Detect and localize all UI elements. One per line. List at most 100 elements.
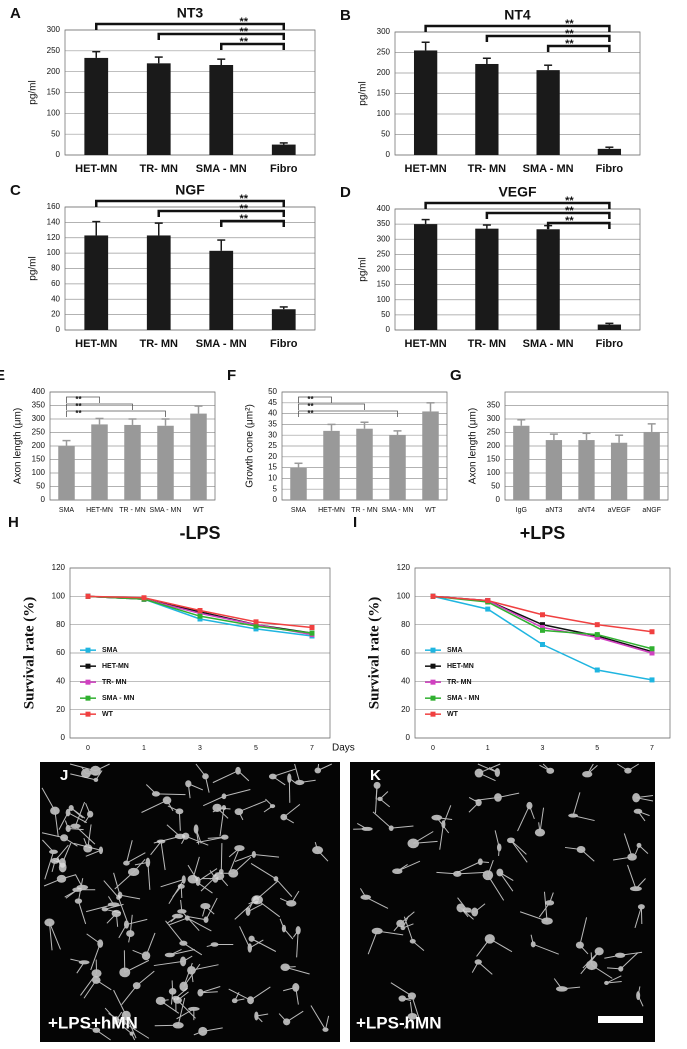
plot-frame bbox=[414, 567, 671, 739]
neurite bbox=[223, 789, 251, 797]
neurite bbox=[517, 805, 530, 832]
y-tick-label: 200 bbox=[377, 265, 391, 274]
neurite bbox=[228, 988, 251, 1001]
neurite bbox=[489, 938, 513, 953]
neurite bbox=[183, 942, 203, 956]
bar bbox=[157, 425, 174, 500]
neurite bbox=[177, 991, 189, 1001]
point bbox=[197, 608, 203, 613]
y-tick-label: 60 bbox=[401, 648, 410, 657]
bar bbox=[146, 63, 171, 156]
neurite bbox=[457, 871, 486, 875]
significance-bracket bbox=[95, 199, 285, 207]
neurite bbox=[606, 975, 622, 984]
point bbox=[649, 650, 655, 656]
y-axis-label: pg/ml bbox=[358, 81, 369, 105]
neurite bbox=[499, 872, 514, 892]
neurite bbox=[498, 847, 500, 856]
neurite bbox=[612, 856, 633, 861]
neurite bbox=[190, 970, 194, 983]
neurite bbox=[67, 812, 88, 824]
point bbox=[430, 593, 436, 599]
significance-label: ** bbox=[307, 402, 314, 411]
x-tick-label: TR- MN bbox=[140, 338, 179, 350]
neurite bbox=[104, 1007, 117, 1021]
cell bbox=[398, 995, 406, 1002]
neurite bbox=[131, 1033, 136, 1041]
neurite bbox=[192, 878, 213, 894]
panel-letter: F bbox=[227, 367, 236, 384]
neurite bbox=[232, 856, 252, 874]
chart-title: -LPS bbox=[179, 523, 220, 543]
x-tick-label: 7 bbox=[650, 745, 654, 752]
y-tick-label: 150 bbox=[32, 455, 46, 464]
bar bbox=[209, 65, 234, 155]
y-tick-label: 25 bbox=[268, 441, 277, 450]
y-tick-label: 350 bbox=[377, 219, 391, 228]
legend-label: SMA bbox=[102, 647, 118, 654]
neurite bbox=[627, 763, 639, 772]
neurite bbox=[180, 886, 183, 899]
y-tick-label: 15 bbox=[268, 463, 277, 472]
neurite bbox=[43, 878, 62, 887]
neurite bbox=[117, 897, 128, 922]
neurite bbox=[220, 843, 223, 872]
y-tick-label: 150 bbox=[377, 280, 391, 289]
point bbox=[197, 610, 203, 616]
bar bbox=[84, 57, 109, 155]
y-tick-label: 45 bbox=[268, 398, 277, 407]
neurite bbox=[141, 799, 168, 813]
neurite bbox=[123, 1026, 132, 1035]
x-tick-label: TR- MN bbox=[468, 338, 507, 350]
panel-letter: J bbox=[60, 767, 68, 784]
neurite bbox=[118, 924, 127, 939]
bar bbox=[84, 235, 109, 330]
y-tick-label: 50 bbox=[51, 129, 60, 138]
x-tick-label: HET-MN bbox=[405, 338, 447, 350]
neurite bbox=[176, 1008, 195, 1020]
legend-marker bbox=[85, 663, 91, 669]
neurite bbox=[372, 811, 392, 829]
neurite bbox=[457, 897, 468, 911]
y-tick-label: 0 bbox=[41, 495, 46, 504]
significance-bracket bbox=[485, 211, 611, 219]
significance-bracket bbox=[220, 42, 285, 50]
neurite bbox=[206, 944, 215, 948]
neurite bbox=[86, 933, 101, 945]
x-tick-label: WT bbox=[425, 507, 437, 514]
legend-label: SMA bbox=[447, 647, 463, 654]
neurite bbox=[310, 1005, 326, 1030]
neurite bbox=[48, 922, 61, 950]
y-tick-label: 20 bbox=[401, 705, 410, 714]
point bbox=[540, 625, 545, 630]
significance-label: ** bbox=[239, 213, 248, 225]
legend-label: TR- MN bbox=[447, 679, 472, 686]
neurite bbox=[367, 930, 378, 955]
neurite bbox=[145, 784, 157, 795]
y-tick-label: 300 bbox=[47, 25, 61, 34]
bar bbox=[190, 413, 207, 500]
panel-letter: B bbox=[340, 7, 351, 24]
neurite bbox=[136, 970, 155, 987]
x-tick-label: aNT4 bbox=[578, 507, 595, 514]
neurite bbox=[87, 824, 92, 849]
significance-label: ** bbox=[239, 16, 248, 28]
neurite bbox=[126, 852, 146, 864]
legend-label: HET-MN bbox=[102, 663, 129, 670]
plot-frame bbox=[394, 31, 641, 156]
neurite bbox=[356, 823, 368, 830]
neurite bbox=[76, 962, 85, 974]
y-tick-label: 0 bbox=[386, 325, 391, 334]
neurite bbox=[86, 903, 114, 913]
neurite bbox=[436, 817, 453, 821]
significance-bracket bbox=[157, 209, 285, 217]
significance-bracket bbox=[298, 403, 365, 410]
neurite bbox=[549, 892, 554, 903]
neurite bbox=[178, 811, 181, 831]
neurite bbox=[96, 1029, 111, 1041]
chart-title: NT4 bbox=[504, 7, 531, 23]
plot-frame bbox=[64, 206, 316, 331]
point bbox=[540, 642, 545, 647]
y-tick-label: 150 bbox=[47, 88, 61, 97]
